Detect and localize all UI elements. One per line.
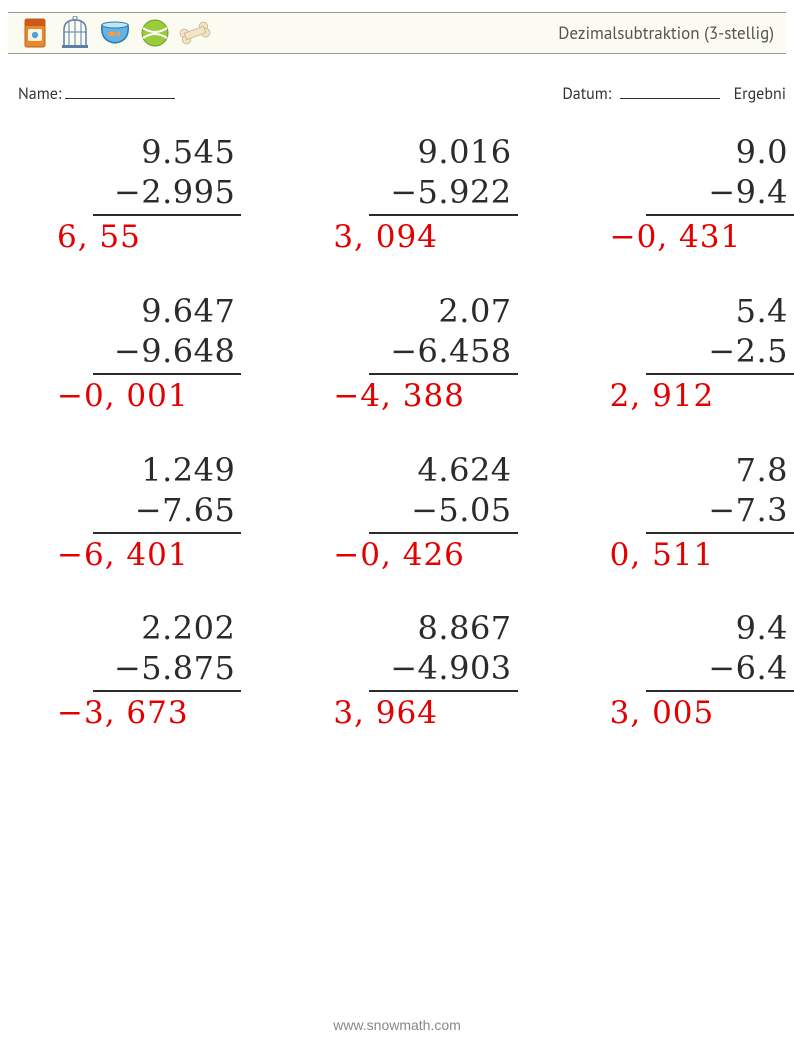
minuend: 9.647 (85, 291, 241, 331)
minuend: 7.8 (638, 450, 794, 490)
bird-cage-icon (58, 16, 92, 50)
problem-cell: 8.867 −4.903 3, 964 (361, 608, 517, 733)
rule-line (646, 373, 794, 375)
answer: 2, 912 (610, 377, 794, 416)
subtrahend: −5.05 (361, 490, 517, 530)
rule-line (646, 532, 794, 534)
problem-cell: 9.016 −5.922 3, 094 (361, 132, 517, 257)
rule-line (369, 214, 517, 216)
minuend: 2.07 (361, 291, 517, 331)
answer: 3, 094 (333, 218, 517, 257)
answer: −6, 401 (57, 536, 241, 575)
rule-line (369, 690, 517, 692)
name-blank (65, 84, 175, 99)
answer: 6, 55 (57, 218, 241, 257)
rule-line (93, 214, 241, 216)
problem-cell: 4.624 −5.05 −0, 426 (361, 450, 517, 575)
problem-cell: 2.07 −6.458 −4, 388 (361, 291, 517, 416)
problem-cell: 9.545 −2.995 6, 55 (85, 132, 241, 257)
minuend: 8.867 (361, 608, 517, 648)
minuend: 1.249 (85, 450, 241, 490)
problem-cell: 1.249 −7.65 −6, 401 (85, 450, 241, 575)
answer: −0, 426 (333, 536, 517, 575)
header-bar: Dezimalsubtraktion (3-stellig) (8, 12, 786, 54)
dog-bone-icon (178, 16, 212, 50)
subtrahend: −6.4 (638, 648, 794, 688)
rule-line (93, 532, 241, 534)
subtrahend: −7.65 (85, 490, 241, 530)
subtrahend: −7.3 (638, 490, 794, 530)
tennis-ball-icon (138, 16, 172, 50)
answer: −0, 001 (57, 377, 241, 416)
rule-line (93, 373, 241, 375)
fish-bowl-icon (98, 16, 132, 50)
problem-row: 9.647 −9.648 −0, 001 2.07 −6.458 −4, 388… (85, 291, 794, 416)
subtrahend: −5.922 (361, 172, 517, 212)
problem-cell: 2.202 −5.875 −3, 673 (85, 608, 241, 733)
problem-row: 9.545 −2.995 6, 55 9.016 −5.922 3, 094 9… (85, 132, 794, 257)
subtrahend: −2.995 (85, 172, 241, 212)
problem-cell: 7.8 −7.3 0, 511 (638, 450, 794, 575)
problems-grid: 9.545 −2.995 6, 55 9.016 −5.922 3, 094 9… (0, 132, 794, 733)
answer: 3, 005 (610, 694, 794, 733)
problem-row: 1.249 −7.65 −6, 401 4.624 −5.05 −0, 426 … (85, 450, 794, 575)
worksheet-title: Dezimalsubtraktion (3-stellig) (558, 22, 774, 44)
minuend: 9.4 (638, 608, 794, 648)
name-label: Name: (18, 84, 61, 104)
date-blank (620, 84, 720, 99)
minuend: 5.4 (638, 291, 794, 331)
subtrahend: −4.903 (361, 648, 517, 688)
minuend: 9.0 (638, 132, 794, 172)
subtrahend: −5.875 (85, 648, 241, 688)
rule-line (646, 214, 794, 216)
minuend: 2.202 (85, 608, 241, 648)
rule-line (646, 690, 794, 692)
minuend: 9.545 (85, 132, 241, 172)
subtrahend: −9.648 (85, 331, 241, 371)
meta-row: Name: Datum: Ergebni (18, 84, 786, 104)
problem-cell: 9.647 −9.648 −0, 001 (85, 291, 241, 416)
problem-cell: 9.0 −9.4 −0, 431 (638, 132, 794, 257)
pet-food-icon (18, 16, 52, 50)
subtrahend: −9.4 (638, 172, 794, 212)
answer: −3, 673 (57, 694, 241, 733)
rule-line (93, 690, 241, 692)
answer: 3, 964 (333, 694, 517, 733)
answer: −0, 431 (610, 218, 794, 257)
problem-cell: 9.4 −6.4 3, 005 (638, 608, 794, 733)
rule-line (369, 373, 517, 375)
minuend: 4.624 (361, 450, 517, 490)
answer: −4, 388 (333, 377, 517, 416)
header-icons (8, 16, 212, 50)
subtrahend: −2.5 (638, 331, 794, 371)
problem-row: 2.202 −5.875 −3, 673 8.867 −4.903 3, 964… (85, 608, 794, 733)
result-label: Ergebni (734, 84, 786, 104)
answer: 0, 511 (610, 536, 794, 575)
rule-line (369, 532, 517, 534)
footer-url: www.snowmath.com (0, 1017, 794, 1033)
date-label: Datum: (562, 84, 611, 104)
minuend: 9.016 (361, 132, 517, 172)
problem-cell: 5.4 −2.5 2, 912 (638, 291, 794, 416)
subtrahend: −6.458 (361, 331, 517, 371)
